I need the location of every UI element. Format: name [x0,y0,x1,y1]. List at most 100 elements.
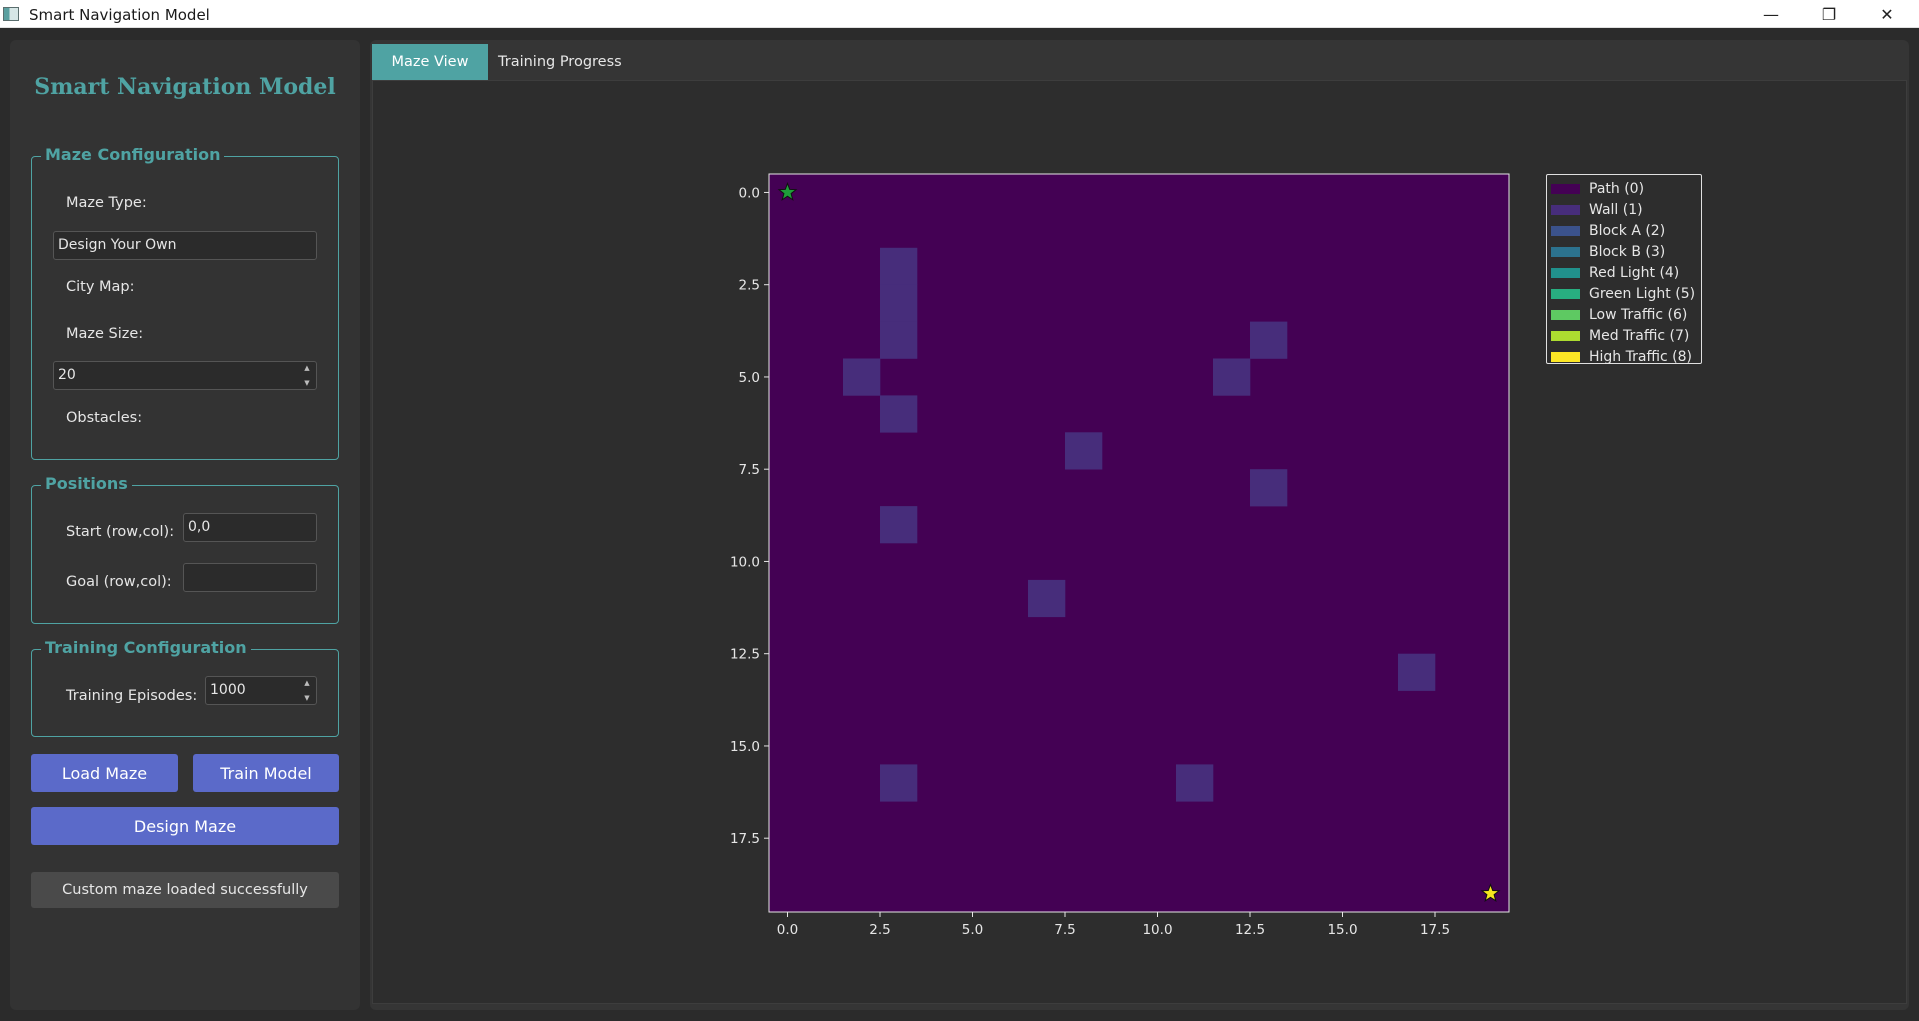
sidebar-title: Smart Navigation Model [34,74,336,100]
maze-cell-wall [843,358,881,396]
y-tick-label: 0.0 [739,185,760,201]
legend-label: Path (0) [1589,180,1645,197]
maze-cell-wall [880,284,918,322]
status-message: Custom maze loaded successfully [31,872,339,908]
legend-label: Low Traffic (6) [1589,306,1688,323]
y-tick-label: 2.5 [739,278,760,294]
training-episodes-stepper-arrows[interactable]: ▲ ▼ [300,679,314,702]
chevron-up-icon[interactable]: ▲ [304,364,310,372]
legend-entry: Block B (3) [1551,241,1701,262]
chevron-down-icon[interactable]: ▼ [304,379,310,387]
train-model-button[interactable]: Train Model [193,754,339,792]
legend-label: Red Light (4) [1589,264,1680,281]
maze-cell-wall [880,506,918,544]
legend-swatch [1551,351,1580,362]
maze-type-label: Maze Type: [66,195,147,211]
legend-entry: Block A (2) [1551,220,1701,241]
x-tick-label: 15.0 [1327,922,1357,938]
maze-cell-wall [1250,321,1288,359]
maze-cell-wall [1398,653,1436,691]
training-configuration-group: Training Configuration Training Episodes… [31,638,339,737]
city-map-label: City Map: [66,279,135,295]
chevron-down-icon[interactable]: ▼ [304,694,310,702]
start-star-icon [777,182,798,201]
maze-size-value: 20 [58,367,76,383]
legend-swatch [1551,246,1580,257]
title-bar: Smart Navigation Model — ❐ ✕ [0,0,1919,28]
legend-entry: Wall (1) [1551,199,1701,220]
maze-cell-wall [1213,358,1251,396]
chevron-up-icon[interactable]: ▲ [304,679,310,687]
x-tick-label: 17.5 [1420,922,1450,938]
legend-label: High Traffic (8) [1589,348,1692,365]
legend-swatch [1551,225,1580,236]
legend-swatch [1551,330,1580,341]
y-tick-label: 17.5 [730,831,760,847]
design-maze-button[interactable]: Design Maze [31,807,339,845]
legend-entry: High Traffic (8) [1551,346,1701,367]
plot-frame [768,173,1510,913]
maze-size-label: Maze Size: [66,326,144,342]
minimize-button[interactable]: — [1763,4,1779,24]
x-tick-label: 0.0 [777,922,798,938]
legend-label: Block A (2) [1589,222,1666,239]
maze-cell-wall [1250,469,1288,507]
maze-configuration-group: Maze Configuration Maze Type: Design You… [31,145,339,460]
goal-label: Goal (row,col): [66,574,172,590]
maze-cell-wall [1176,764,1214,802]
y-tick-label: 15.0 [730,739,760,755]
training-episodes-label: Training Episodes: [66,688,198,704]
legend-swatch [1551,288,1580,299]
legend-label: Med Traffic (7) [1589,327,1690,344]
load-maze-button[interactable]: Load Maze [31,754,178,792]
goal-input[interactable] [183,563,317,592]
x-tick-label: 12.5 [1235,922,1265,938]
sidebar: Smart Navigation Model Maze Configuratio… [10,40,360,1010]
training-configuration-title: Training Configuration [41,638,251,657]
start-label: Start (row,col): [66,524,175,540]
y-tick-label: 10.0 [730,554,760,570]
legend-entry: Low Traffic (6) [1551,304,1701,325]
x-tick-label: 7.5 [1054,922,1075,938]
maze-cell-wall [880,764,918,802]
maze-cell-wall [1065,432,1103,470]
legend-swatch [1551,309,1580,320]
tab-bar: Maze View Training Progress [372,44,632,80]
maze-cell-wall [1028,579,1066,618]
x-tick-label: 2.5 [869,922,890,938]
app-icon [3,7,19,21]
maze-configuration-title: Maze Configuration [41,145,225,164]
legend-label: Block B (3) [1589,243,1666,260]
chart-legend: Path (0) Wall (1) Block A (2) Block B (3) Re… [1546,174,1702,367]
close-button[interactable]: ✕ [1880,4,1894,24]
obstacles-label: Obstacles: [66,410,143,426]
maze-cell-wall [880,247,918,285]
maze-cell-wall [880,395,918,433]
tab-training-progress[interactable]: Training Progress [498,54,622,70]
maze-type-select[interactable]: Design Your Own [53,231,317,260]
legend-entry: Med Traffic (7) [1551,325,1701,346]
window-title: Smart Navigation Model [29,6,210,24]
x-tick-label: 10.0 [1142,922,1172,938]
legend-label: Green Light (5) [1589,285,1696,302]
maze-size-spinbox[interactable]: 20 ▲ ▼ [53,361,317,390]
maze-cell-wall [880,321,918,359]
training-episodes-value: 1000 [210,682,246,698]
legend-entry: Green Light (5) [1551,283,1701,304]
legend-entry: Path (0) [1551,178,1701,199]
y-tick-label: 7.5 [739,462,760,478]
goal-star-icon [1480,883,1501,902]
legend-entry: Red Light (4) [1551,262,1701,283]
maximize-button[interactable]: ❐ [1821,4,1837,24]
y-tick-label: 5.0 [739,370,760,386]
training-episodes-spinbox[interactable]: 1000 ▲ ▼ [205,676,317,705]
legend-swatch [1551,267,1580,278]
x-tick-label: 5.0 [962,922,983,938]
legend-swatch [1551,204,1580,215]
positions-title: Positions [41,474,132,493]
tab-maze-view[interactable]: Maze View [372,44,488,80]
y-tick-label: 12.5 [730,647,760,663]
start-input[interactable]: 0,0 [183,513,317,542]
maze-size-stepper-arrows[interactable]: ▲ ▼ [300,364,314,387]
